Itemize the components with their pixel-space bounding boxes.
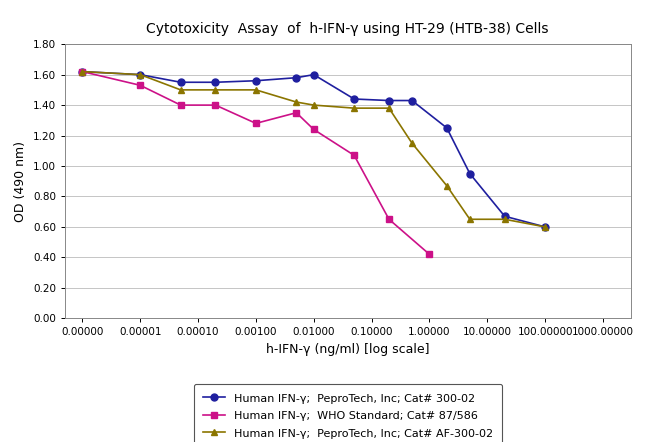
Human IFN-γ;  PeproTech, Inc; Cat# 300-02 — [443, 125, 450, 130]
Human IFN-γ;  PeproTech, Inc; Cat# 300-02 — [136, 72, 144, 77]
Human IFN-γ;  PeproTech, Inc; Cat# 300-02 — [385, 98, 393, 103]
Line: Human IFN-γ;  PeproTech, Inc; Cat# 300-02: Human IFN-γ; PeproTech, Inc; Cat# 300-02 — [79, 68, 549, 230]
Y-axis label: OD (490 nm): OD (490 nm) — [14, 141, 27, 222]
Human IFN-γ;  WHO Standard; Cat# 87/586 — [252, 121, 260, 126]
Human IFN-γ;  PeproTech, Inc; Cat# AF-300-02 — [385, 106, 393, 111]
Human IFN-γ;  PeproTech, Inc; Cat# 300-02 — [466, 171, 474, 176]
Human IFN-γ;  PeproTech, Inc; Cat# AF-300-02 — [408, 141, 416, 146]
Human IFN-γ;  PeproTech, Inc; Cat# AF-300-02 — [79, 69, 86, 74]
Human IFN-γ;  PeproTech, Inc; Cat# 300-02 — [310, 72, 318, 77]
Human IFN-γ;  PeproTech, Inc; Cat# AF-300-02 — [212, 87, 220, 92]
Human IFN-γ;  PeproTech, Inc; Cat# 300-02 — [408, 98, 416, 103]
Human IFN-γ;  PeproTech, Inc; Cat# AF-300-02 — [541, 224, 549, 229]
Human IFN-γ;  PeproTech, Inc; Cat# AF-300-02 — [310, 103, 318, 108]
Human IFN-γ;  PeproTech, Inc; Cat# AF-300-02 — [466, 217, 474, 222]
Human IFN-γ;  PeproTech, Inc; Cat# 300-02 — [350, 96, 358, 102]
Human IFN-γ;  PeproTech, Inc; Cat# 300-02 — [292, 75, 300, 80]
Line: Human IFN-γ;  PeproTech, Inc; Cat# AF-300-02: Human IFN-γ; PeproTech, Inc; Cat# AF-300… — [79, 68, 549, 230]
Human IFN-γ;  WHO Standard; Cat# 87/586 — [385, 217, 393, 222]
Human IFN-γ;  WHO Standard; Cat# 87/586 — [292, 110, 300, 115]
Human IFN-γ;  PeproTech, Inc; Cat# AF-300-02 — [177, 87, 185, 92]
Human IFN-γ;  PeproTech, Inc; Cat# 300-02 — [541, 224, 549, 229]
Human IFN-γ;  WHO Standard; Cat# 87/586 — [177, 103, 185, 108]
Human IFN-γ;  WHO Standard; Cat# 87/586 — [426, 251, 434, 257]
Human IFN-γ;  PeproTech, Inc; Cat# 300-02 — [252, 78, 260, 84]
Human IFN-γ;  PeproTech, Inc; Cat# AF-300-02 — [500, 217, 508, 222]
Human IFN-γ;  WHO Standard; Cat# 87/586 — [79, 69, 86, 74]
Human IFN-γ;  PeproTech, Inc; Cat# AF-300-02 — [252, 87, 260, 92]
Human IFN-γ;  PeproTech, Inc; Cat# 300-02 — [212, 80, 220, 85]
X-axis label: h-IFN-γ (ng/ml) [log scale]: h-IFN-γ (ng/ml) [log scale] — [266, 343, 430, 356]
Human IFN-γ;  PeproTech, Inc; Cat# AF-300-02 — [443, 183, 450, 188]
Human IFN-γ;  PeproTech, Inc; Cat# AF-300-02 — [350, 106, 358, 111]
Human IFN-γ;  PeproTech, Inc; Cat# AF-300-02 — [136, 72, 144, 77]
Legend: Human IFN-γ;  PeproTech, Inc; Cat# 300-02, Human IFN-γ;  WHO Standard; Cat# 87/5: Human IFN-γ; PeproTech, Inc; Cat# 300-02… — [194, 384, 502, 442]
Human IFN-γ;  PeproTech, Inc; Cat# 300-02 — [177, 80, 185, 85]
Human IFN-γ;  WHO Standard; Cat# 87/586 — [350, 152, 358, 158]
Title: Cytotoxicity  Assay  of  h-IFN-γ using HT-29 (HTB-38) Cells: Cytotoxicity Assay of h-IFN-γ using HT-2… — [146, 22, 549, 36]
Human IFN-γ;  WHO Standard; Cat# 87/586 — [212, 103, 220, 108]
Human IFN-γ;  WHO Standard; Cat# 87/586 — [136, 83, 144, 88]
Line: Human IFN-γ;  WHO Standard; Cat# 87/586: Human IFN-γ; WHO Standard; Cat# 87/586 — [79, 68, 433, 258]
Human IFN-γ;  PeproTech, Inc; Cat# 300-02 — [500, 213, 508, 219]
Human IFN-γ;  PeproTech, Inc; Cat# AF-300-02 — [292, 99, 300, 105]
Human IFN-γ;  WHO Standard; Cat# 87/586 — [310, 127, 318, 132]
Human IFN-γ;  PeproTech, Inc; Cat# 300-02 — [79, 69, 86, 74]
